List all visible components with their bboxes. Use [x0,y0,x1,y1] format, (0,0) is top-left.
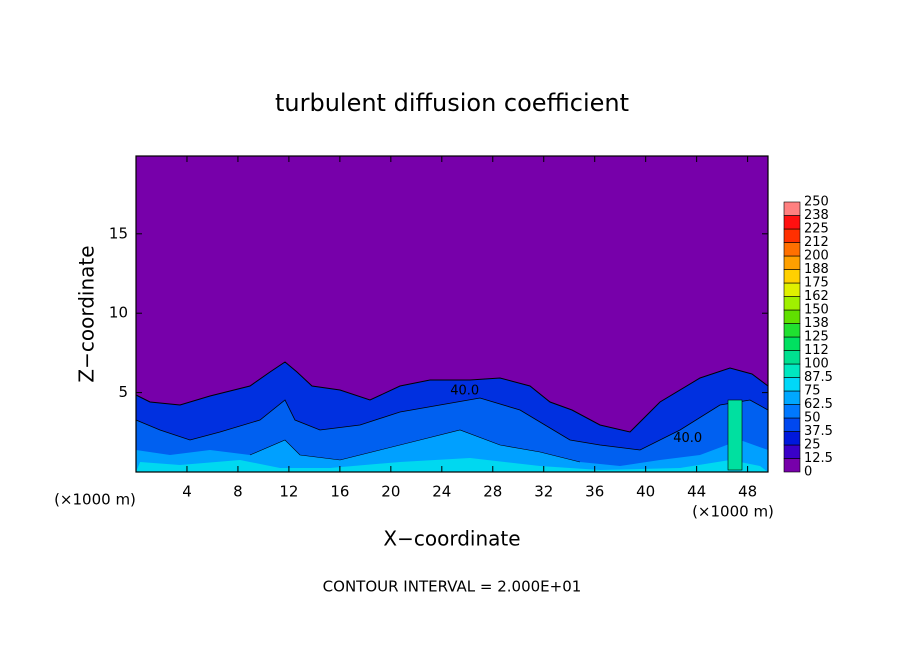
colorbar-band [783,336,801,351]
field-region [136,430,768,472]
x-tick-label: 24 [432,483,451,501]
colorbar-band [783,417,801,432]
x-tick-label: 44 [687,483,706,501]
colorbar-label: 150 [804,303,829,318]
y-tick-label: 15 [109,224,128,242]
contour-line [135,361,769,433]
x-tick-label: 12 [279,483,298,501]
colorbar-band [783,215,801,230]
colorbar-label: 200 [804,249,829,264]
colorbar-label: 162 [804,289,829,304]
x-tick-label: 8 [233,483,243,501]
chart-title: turbulent diffusion coefficient [275,89,629,117]
colorbar-label: 188 [804,262,829,277]
colorbar-band [783,228,801,243]
field [135,155,769,473]
x-tick-label: 32 [534,483,553,501]
y-axis-label: Z−coordinate [75,245,99,382]
colorbar-band [783,444,801,459]
colorbar-band [783,323,801,338]
colorbar-label: 112 [804,343,829,358]
colorbar-label: 87.5 [804,370,833,385]
colorbar-band [783,201,801,216]
colorbar-band [783,269,801,284]
footnote: CONTOUR INTERVAL = 2.000E+01 [323,578,582,596]
contour-label: 40.0 [673,431,702,446]
colorbar-label: 100 [804,357,829,372]
colorbar-label: 250 [804,195,829,210]
x-tick-label: 28 [483,483,502,501]
colorbar-band [783,350,801,365]
colorbar-band [783,255,801,270]
colorbar-label: 62.5 [804,397,833,412]
contour-line [249,429,581,463]
colorbar-label: 238 [804,208,829,223]
contour-line [135,397,769,451]
colorbar-band [783,282,801,297]
x-tick-label: 36 [585,483,604,501]
colorbar-band [783,377,801,392]
colorbar-band [783,296,801,311]
colorbar-band [783,363,801,378]
x-unit-label: (×1000 m) [54,491,136,509]
colorbar-label: 75 [804,384,821,399]
colorbar-label: 37.5 [804,424,833,439]
colorbar-band [783,390,801,405]
x-axis-label: X−coordinate [383,527,520,551]
colorbar-band [783,242,801,257]
x-tick-label: 48 [738,483,757,501]
field-region [727,399,743,471]
colorbar-label: 212 [804,235,829,250]
colorbar-label: 138 [804,316,829,331]
colorbar-band [783,404,801,419]
colorbar-band [783,309,801,324]
colorbar-band [783,458,801,473]
contour-label: 40.0 [450,384,479,399]
field-region [136,458,768,472]
x-unit-label: (×1000 m) [692,503,774,521]
colorbar-band [783,431,801,446]
plot-frame [135,155,769,473]
colorbar-label: 50 [804,411,821,426]
y-tick-label: 10 [109,304,128,322]
colorbar-label: 225 [804,222,829,237]
x-tick-label: 40 [636,483,655,501]
x-tick-label: 20 [381,483,400,501]
colorbar-label: 25 [804,438,821,453]
x-tick-label: 16 [330,483,349,501]
colorbar-label: 175 [804,276,829,291]
y-tick-label: 5 [118,383,128,401]
x-tick-label: 4 [182,483,192,501]
colorbar-label: 12.5 [804,451,833,466]
colorbar-label: 125 [804,330,829,345]
colorbar-label: 0 [804,465,812,480]
